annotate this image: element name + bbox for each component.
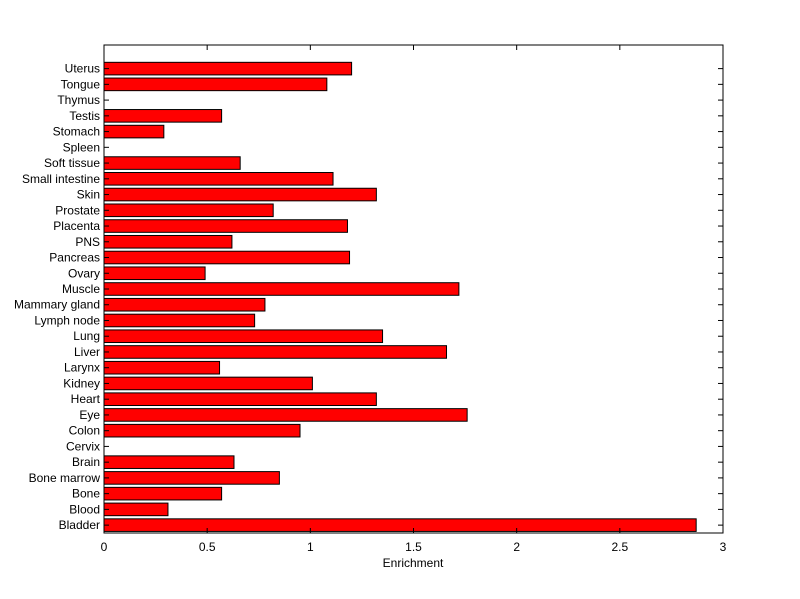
x-tick-label-2-5: 2.5 <box>611 540 628 554</box>
bar-prostate <box>103 203 274 218</box>
y-tick-label-bone: Bone <box>72 487 100 501</box>
bar-colon <box>103 423 301 438</box>
bar-larynx <box>103 360 221 375</box>
bar-placenta <box>103 219 348 233</box>
bar-liver <box>103 345 448 359</box>
bar-bone <box>103 486 223 501</box>
x-ticks-group: 0 0.5 1 1.5 2 2.5 3 <box>101 45 727 554</box>
x-tick-label-1: 1 <box>307 540 314 554</box>
y-tick-label-cervix: Cervix <box>66 439 100 453</box>
x-axis-label: Enrichment <box>383 556 444 570</box>
bar-skin <box>103 187 377 202</box>
y-tick-label-liver: Liver <box>74 345 100 359</box>
y-tick-label-lung: Lung <box>73 329 100 343</box>
bar-pancreas <box>103 250 351 265</box>
x-tick-label-0: 0 <box>101 540 108 554</box>
x-tick-label-3: 3 <box>720 540 727 554</box>
x-tick-label-2: 2 <box>513 540 520 554</box>
y-tick-label-bone-marrow: Bone marrow <box>29 471 101 485</box>
y-tick-label-stomach: Stomach <box>53 125 100 139</box>
y-tick-label-larynx: Larynx <box>64 361 100 375</box>
y-tick-label-skin: Skin <box>77 188 100 202</box>
bar-lung <box>103 329 384 344</box>
y-tick-label-mammary-gland: Mammary gland <box>14 298 100 312</box>
bar-blood <box>103 502 169 517</box>
bar-soft-tissue <box>103 156 241 170</box>
y-tick-label-prostate: Prostate <box>55 203 100 217</box>
bar-muscle <box>103 282 460 296</box>
y-tick-label-tongue: Tongue <box>61 77 101 91</box>
bar-eye <box>103 408 468 422</box>
y-tick-label-uterus: Uterus <box>65 62 100 76</box>
bar-mammary-gland <box>103 297 266 312</box>
y-tick-label-ovary: Ovary <box>68 266 100 280</box>
bar-bladder <box>103 518 697 532</box>
bar-brain <box>103 455 235 469</box>
bar-ovary <box>103 266 206 281</box>
y-tick-label-pancreas: Pancreas <box>49 251 100 265</box>
y-tick-label-pns: PNS <box>75 235 100 249</box>
bar-small-intestine <box>103 172 334 186</box>
y-tick-label-heart: Heart <box>71 392 101 406</box>
x-tick-label-1-5: 1.5 <box>405 540 422 554</box>
bars-group <box>103 61 697 532</box>
bar-lymph-node <box>103 313 256 328</box>
bar-pns <box>103 234 233 249</box>
x-tick-label-0-5: 0.5 <box>199 540 216 554</box>
bar-kidney <box>103 376 313 391</box>
bar-stomach <box>103 124 165 139</box>
y-tick-label-kidney: Kidney <box>63 376 100 390</box>
y-tick-label-blood: Blood <box>69 502 100 516</box>
bar-tongue <box>103 77 328 92</box>
y-tick-label-thymus: Thymus <box>57 93 100 107</box>
y-tick-label-muscle: Muscle <box>62 282 100 296</box>
y-tick-label-soft-tissue: Soft tissue <box>44 156 100 170</box>
y-tick-label-small-intestine: Small intestine <box>22 172 100 186</box>
bar-testis <box>103 109 223 123</box>
y-tick-label-spleen: Spleen <box>63 140 100 154</box>
y-tick-label-colon: Colon <box>69 424 100 438</box>
y-tick-label-placenta: Placenta <box>53 219 100 233</box>
y-tick-label-brain: Brain <box>72 455 100 469</box>
y-tick-label-testis: Testis <box>69 109 100 123</box>
y-tick-label-lymph-node: Lymph node <box>34 313 100 327</box>
bar-uterus <box>103 61 353 76</box>
y-tick-label-eye: Eye <box>79 408 100 422</box>
bar-bone-marrow <box>103 471 280 485</box>
y-tick-label-bladder: Bladder <box>59 518 100 532</box>
bar-heart <box>103 392 377 406</box>
